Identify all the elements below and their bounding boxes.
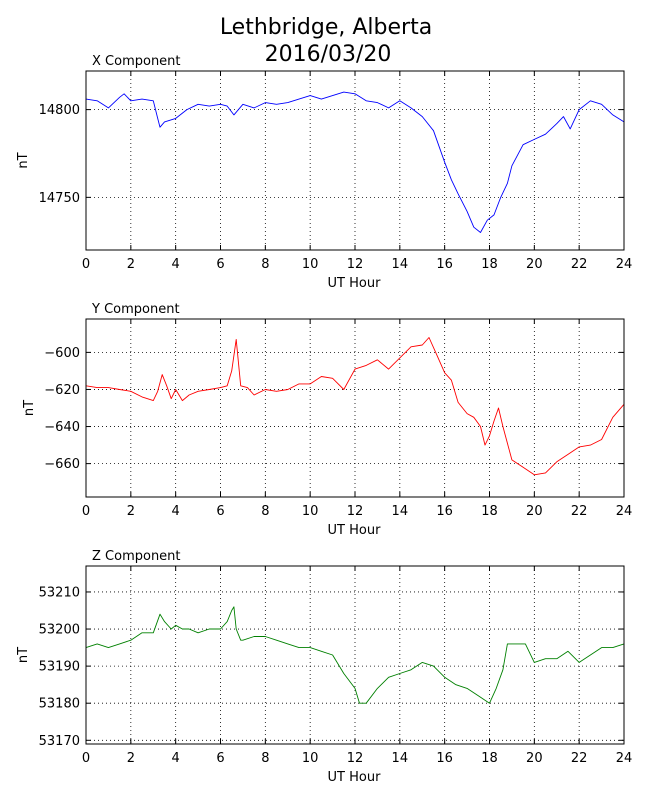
z-panel-title: Z Component [92,549,181,564]
x-xtick-label: 16 [436,257,453,272]
y-xaxis-label: UT Hour [328,523,382,538]
x-xtick-label: 6 [216,257,224,272]
x-xtick-label: 20 [526,257,543,272]
z-xtick-label: 18 [481,751,498,766]
z-xtick-label: 6 [216,751,224,766]
y-xtick-label: 6 [216,504,224,519]
x-xtick-label: 18 [481,257,498,272]
x-xtick-label: 8 [261,257,269,272]
y-xtick-label: 20 [526,504,543,519]
z-xtick-label: 24 [616,751,633,766]
y-xtick-label: 4 [172,504,180,519]
z-xtick-label: 10 [302,751,319,766]
y-xtick-label: 14 [392,504,409,519]
x-xtick-label: 14 [392,257,409,272]
figure-title-line1: Lethbridge, Alberta [220,15,432,40]
z-yaxis-label: nT [16,647,31,663]
z-xtick-label: 20 [526,751,543,766]
y-xtick-label: 18 [481,504,498,519]
z-ytick-label: 53170 [39,734,80,749]
y-xtick-label: 8 [261,504,269,519]
z-xtick-label: 2 [127,751,135,766]
z-component-line [85,606,625,704]
x-panel-title: X Component [92,54,181,69]
z-xtick-label: 12 [347,751,364,766]
z-component-panel: 0 2 4 6 8 10 12 14 16 18 20 22 245317053180531905320… [16,549,632,785]
y-ytick-label: −600 [44,346,80,361]
y-ytick-label: −660 [44,457,80,472]
z-xtick-label: 4 [172,751,180,766]
x-component-line [85,91,625,233]
x-ytick-label: 14750 [39,191,80,206]
x-yaxis-label: nT [16,152,31,168]
figure-title-line2: 2016/03/20 [265,42,392,67]
y-xtick-label: 10 [302,504,319,519]
z-ytick-label: 53190 [39,660,80,675]
y-component-line [85,337,625,476]
x-xtick-label: 12 [347,257,364,272]
x-xtick-label: 0 [82,257,90,272]
z-ytick-label: 53200 [39,623,80,638]
x-xtick-label: 22 [571,257,588,272]
z-xtick-label: 16 [436,751,453,766]
z-xtick-label: 14 [392,751,409,766]
y-ytick-label: −640 [44,420,80,435]
x-xtick-label: 10 [302,257,319,272]
x-xtick-label: 4 [172,257,180,272]
z-xaxis-label: UT Hour [328,770,382,785]
z-ytick-label: 53210 [39,585,80,600]
x-xaxis-label: UT Hour [328,276,382,291]
x-ytick-label: 14800 [39,103,80,118]
z-ytick-label: 53180 [39,697,80,712]
y-xtick-label: 16 [436,504,453,519]
y-yaxis-label: nT [22,400,37,416]
z-xtick-label: 8 [261,751,269,766]
y-xtick-label: 22 [571,504,588,519]
z-xtick-label: 0 [82,751,90,766]
z-xtick-label: 22 [571,751,588,766]
y-xtick-label: 24 [616,504,633,519]
x-xtick-label: 24 [616,257,633,272]
y-ytick-label: −620 [44,383,80,398]
x-xtick-label: 2 [127,257,135,272]
y-xtick-label: 0 [82,504,90,519]
y-xtick-label: 2 [127,504,135,519]
y-panel-title: Y Component [91,302,180,317]
y-xtick-label: 12 [347,504,364,519]
